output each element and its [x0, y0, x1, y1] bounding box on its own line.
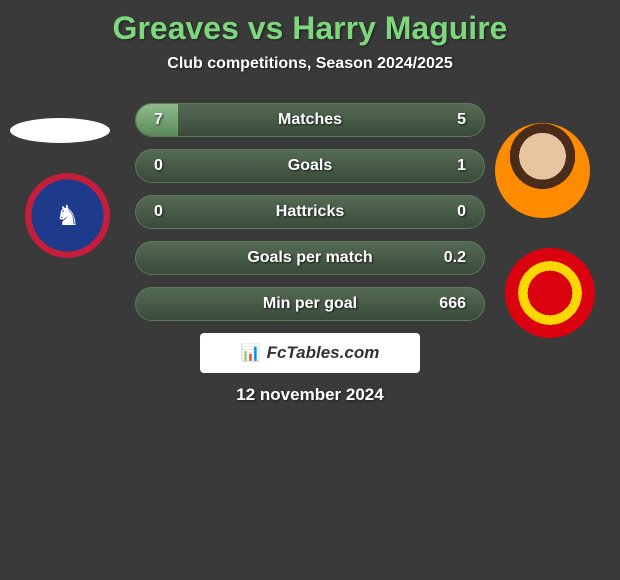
- comparison-subtitle: Club competitions, Season 2024/2025: [0, 55, 620, 73]
- branding-text: FcTables.com: [267, 343, 380, 363]
- branding-badge[interactable]: 📊 FcTables.com: [200, 333, 420, 373]
- stat-value-right: 666: [439, 295, 466, 313]
- ipswich-horse-icon: ♞: [55, 199, 80, 232]
- club-right-badge: [505, 248, 595, 338]
- stat-value-left: 0: [154, 203, 163, 221]
- stat-row-matches: 7 Matches 5: [135, 103, 485, 137]
- date-label: 12 november 2024: [10, 385, 610, 405]
- stat-value-left: 0: [154, 157, 163, 175]
- comparison-title: Greaves vs Harry Maguire: [0, 10, 620, 47]
- stat-value-right: 0: [457, 203, 466, 221]
- comparison-widget: Greaves vs Harry Maguire Club competitio…: [0, 0, 620, 405]
- stat-label: Goals per match: [247, 249, 372, 267]
- comparison-area: ♞ 7 Matches 5 0 Goals 1 0: [0, 103, 620, 405]
- stat-label: Matches: [278, 111, 342, 129]
- chart-icon: 📊: [241, 343, 261, 363]
- stat-value-right: 1: [457, 157, 466, 175]
- stat-value-right: 0.2: [444, 249, 466, 267]
- stat-row-hattricks: 0 Hattricks 0: [135, 195, 485, 229]
- stat-label: Min per goal: [263, 295, 357, 313]
- stat-value-left: 7: [154, 111, 163, 129]
- stats-area: 7 Matches 5 0 Goals 1 0 Hattricks 0: [135, 103, 485, 321]
- player-left-avatar: [10, 118, 110, 143]
- stat-row-goals-per-match: Goals per match 0.2: [135, 241, 485, 275]
- club-left-badge: ♞: [25, 173, 110, 258]
- stat-label: Hattricks: [276, 203, 344, 221]
- stat-row-goals: 0 Goals 1: [135, 149, 485, 183]
- stat-value-right: 5: [457, 111, 466, 129]
- stat-label: Goals: [288, 157, 332, 175]
- player-right-avatar: [495, 123, 590, 218]
- stat-row-min-per-goal: Min per goal 666: [135, 287, 485, 321]
